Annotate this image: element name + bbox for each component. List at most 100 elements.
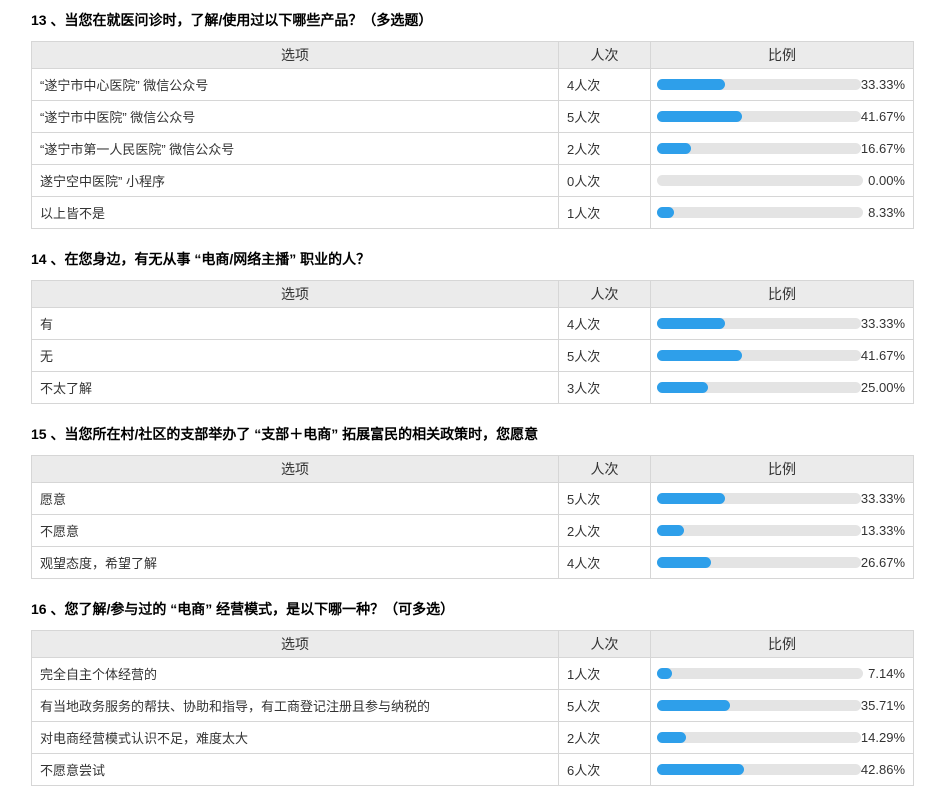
ratio-wrap: 33.33%	[657, 491, 905, 506]
progress-bar-fill	[657, 525, 685, 536]
progress-bar-fill	[657, 207, 675, 218]
percent-label: 42.86%	[860, 762, 905, 777]
ratio-cell: 41.67%	[650, 100, 914, 133]
ratio-wrap: 16.67%	[657, 141, 905, 156]
table-row: 有 4人次 33.33%	[31, 307, 914, 340]
count-cell: 2人次	[558, 721, 651, 754]
progress-bar-track	[657, 764, 861, 775]
percent-label: 26.67%	[860, 555, 905, 570]
progress-bar-fill	[657, 557, 712, 568]
table-body: 有 4人次 33.33% 无 5人次 41.67% 不太了解 3人次	[31, 307, 914, 404]
table-body: “遂宁市中心医院” 微信公众号 4人次 33.33% “遂宁市中医院” 微信公众…	[31, 68, 914, 229]
count-cell: 3人次	[558, 371, 651, 404]
question-title: 13 、当您在就医问诊时，了解/使用过以下哪些产品？（多选题）	[31, 12, 433, 28]
option-cell: 观望态度，希望了解	[31, 546, 559, 579]
progress-bar-fill	[657, 668, 672, 679]
option-cell: 愿意	[31, 482, 559, 515]
ratio-cell: 25.00%	[650, 371, 914, 404]
count-cell: 4人次	[558, 546, 651, 579]
count-cell: 5人次	[558, 482, 651, 515]
ratio-cell: 7.14%	[650, 657, 914, 690]
table-row: “遂宁市第一人民医院” 微信公众号 2人次 16.67%	[31, 132, 914, 165]
progress-bar-track	[657, 318, 861, 329]
column-header-ratio: 比例	[650, 280, 914, 308]
progress-bar-track	[657, 79, 861, 90]
ratio-cell: 13.33%	[650, 514, 914, 547]
percent-label: 7.14%	[868, 666, 905, 681]
ratio-wrap: 8.33%	[657, 205, 905, 220]
progress-bar-fill	[657, 350, 742, 361]
count-cell: 0人次	[558, 164, 651, 197]
column-header-count: 人次	[558, 41, 651, 69]
progress-bar-track	[657, 175, 863, 186]
table-row: 不愿意尝试 6人次 42.86%	[31, 753, 914, 786]
option-cell: 有当地政务服务的帮扶、协助和指导，有工商登记注册且参与纳税的	[31, 689, 559, 722]
question-title: 14 、在您身边，有无从事 “电商/网络主播” 职业的人？	[31, 251, 371, 267]
ratio-wrap: 0.00%	[657, 173, 905, 188]
ratio-wrap: 33.33%	[657, 316, 905, 331]
ratio-cell: 16.67%	[650, 132, 914, 165]
ratio-wrap: 35.71%	[657, 698, 905, 713]
option-cell: 遂宁空中医院” 小程序	[31, 164, 559, 197]
percent-label: 35.71%	[860, 698, 905, 713]
progress-bar-fill	[657, 111, 742, 122]
count-cell: 5人次	[558, 339, 651, 372]
progress-bar-track	[657, 668, 863, 679]
progress-bar-fill	[657, 493, 725, 504]
ratio-cell: 41.67%	[650, 339, 914, 372]
table-header-row: 选项 人次 比例	[31, 630, 914, 658]
progress-bar-track	[657, 700, 861, 711]
question-result-table: 选项 人次 比例 愿意 5人次 33.33% 不愿意 2人次	[31, 455, 914, 579]
table-body: 完全自主个体经营的 1人次 7.14% 有当地政务服务的帮扶、协助和指导，有工商…	[31, 657, 914, 786]
option-cell: 对电商经营模式认识不足，难度太大	[31, 721, 559, 754]
column-header-option: 选项	[31, 455, 559, 483]
column-header-count: 人次	[558, 455, 651, 483]
table-row: 不愿意 2人次 13.33%	[31, 514, 914, 547]
ratio-wrap: 41.67%	[657, 109, 905, 124]
count-cell: 6人次	[558, 753, 651, 786]
progress-bar-track	[657, 525, 861, 536]
table-row: “遂宁市中心医院” 微信公众号 4人次 33.33%	[31, 68, 914, 101]
count-cell: 2人次	[558, 132, 651, 165]
count-cell: 2人次	[558, 514, 651, 547]
question-block: 15 、当您所在村/社区的支部举办了 “支部＋电商” 拓展富民的相关政策时，您愿…	[31, 426, 914, 579]
progress-bar-track	[657, 732, 861, 743]
table-body: 愿意 5人次 33.33% 不愿意 2人次 13.33% 观望态度，希望了解 4…	[31, 482, 914, 579]
table-row: “遂宁市中医院” 微信公众号 5人次 41.67%	[31, 100, 914, 133]
ratio-wrap: 14.29%	[657, 730, 905, 745]
question-title: 16 、您了解/参与过的 “电商” 经营模式，是以下哪一种？（可多选）	[31, 601, 455, 617]
option-cell: “遂宁市中心医院” 微信公众号	[31, 68, 559, 101]
question-block: 16 、您了解/参与过的 “电商” 经营模式，是以下哪一种？（可多选） 选项 人…	[31, 601, 914, 786]
question-result-table: 选项 人次 比例 完全自主个体经营的 1人次 7.14% 有当地政务服务的帮扶、…	[31, 630, 914, 786]
question-block: 14 、在您身边，有无从事 “电商/网络主播” 职业的人？ 选项 人次 比例 有…	[31, 251, 914, 404]
table-header-row: 选项 人次 比例	[31, 41, 914, 69]
option-cell: “遂宁市中医院” 微信公众号	[31, 100, 559, 133]
option-cell: 完全自主个体经营的	[31, 657, 559, 690]
table-row: 完全自主个体经营的 1人次 7.14%	[31, 657, 914, 690]
progress-bar-fill	[657, 318, 725, 329]
progress-bar-track	[657, 350, 861, 361]
table-row: 有当地政务服务的帮扶、协助和指导，有工商登记注册且参与纳税的 5人次 35.71…	[31, 689, 914, 722]
progress-bar-track	[657, 207, 863, 218]
table-row: 对电商经营模式认识不足，难度太大 2人次 14.29%	[31, 721, 914, 754]
ratio-wrap: 7.14%	[657, 666, 905, 681]
count-cell: 1人次	[558, 657, 651, 690]
question-title: 15 、当您所在村/社区的支部举办了 “支部＋电商” 拓展富民的相关政策时，您愿…	[31, 426, 539, 442]
percent-label: 33.33%	[860, 77, 905, 92]
ratio-cell: 33.33%	[650, 482, 914, 515]
count-cell: 5人次	[558, 689, 651, 722]
ratio-cell: 33.33%	[650, 68, 914, 101]
column-header-option: 选项	[31, 630, 559, 658]
percent-label: 41.67%	[860, 109, 905, 124]
column-header-option: 选项	[31, 41, 559, 69]
option-cell: 无	[31, 339, 559, 372]
progress-bar-track	[657, 557, 861, 568]
option-cell: 不太了解	[31, 371, 559, 404]
percent-label: 8.33%	[868, 205, 905, 220]
progress-bar-track	[657, 143, 861, 154]
progress-bar-fill	[657, 700, 730, 711]
table-row: 无 5人次 41.67%	[31, 339, 914, 372]
percent-label: 13.33%	[860, 523, 905, 538]
column-header-option: 选项	[31, 280, 559, 308]
